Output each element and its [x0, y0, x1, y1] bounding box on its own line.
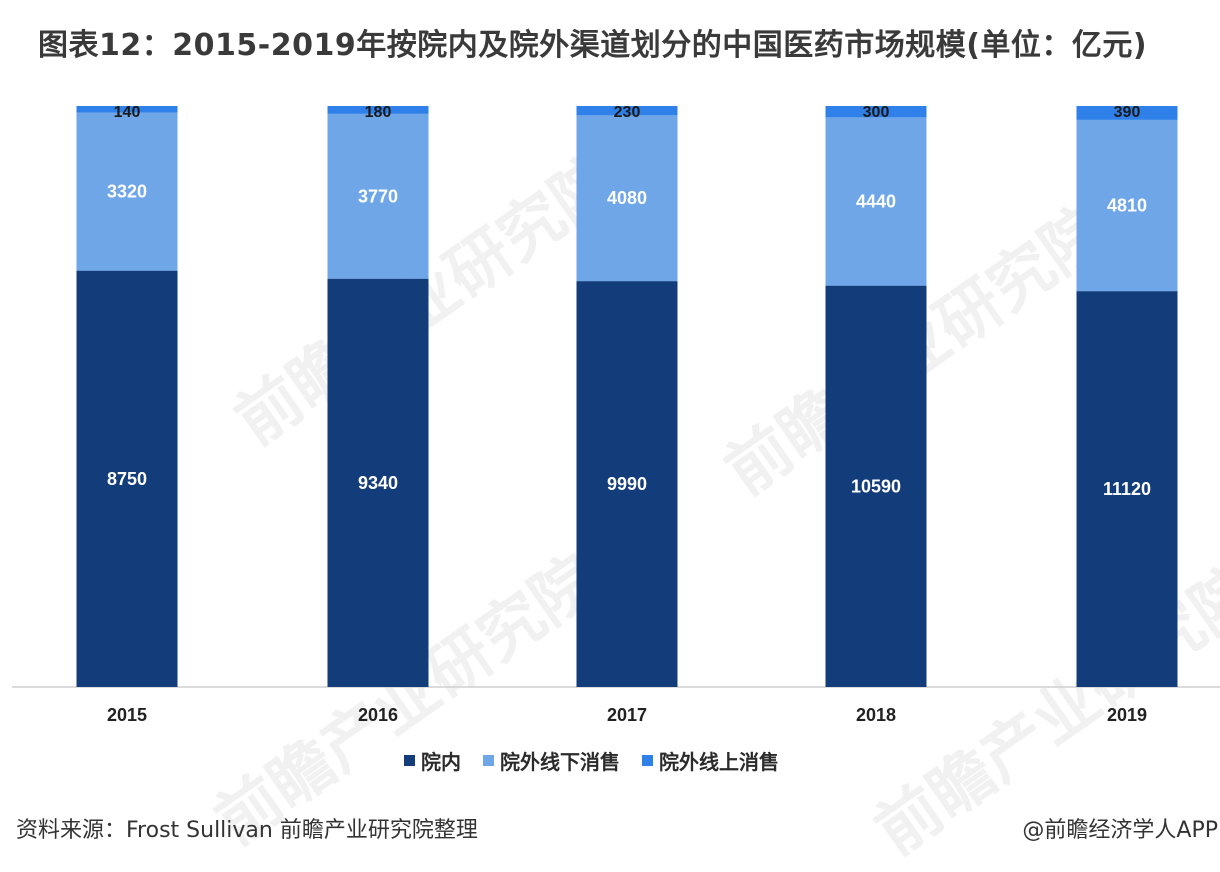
bar-segment [576, 106, 678, 116]
legend-label: 院外线上消售 [659, 750, 779, 774]
credit-note: @前瞻经济学人APP [1022, 818, 1218, 843]
x-tick-label: 2019 [1107, 705, 1147, 725]
data-label: 140 [114, 104, 141, 121]
bar-segment [1076, 291, 1178, 687]
data-label: 4440 [856, 192, 896, 212]
x-tick-label: 2016 [358, 705, 398, 725]
bar-segment [576, 115, 678, 282]
legend-swatch [483, 755, 494, 766]
bar-segment [825, 117, 927, 286]
bar-segment [576, 281, 678, 687]
data-label: 10590 [851, 476, 901, 496]
legend-item-inpatient: 院内 [404, 746, 461, 775]
legend-label: 院外线下消售 [500, 750, 620, 774]
data-label: 9340 [358, 473, 398, 493]
legend-swatch [642, 755, 653, 766]
bar-segment [76, 106, 178, 113]
legend-item-online: 院外线上消售 [642, 746, 779, 775]
data-label: 11120 [1103, 479, 1151, 499]
legend-item-offline: 院外线下消售 [483, 746, 620, 775]
data-label: 3770 [358, 186, 398, 206]
data-label: 4080 [607, 188, 647, 208]
bar-segment [76, 270, 178, 687]
data-label: 230 [614, 104, 641, 121]
chart-title: 图表12：2015-2019年按院内及院外渠道划分的中国医药市场规模(单位：亿元… [38, 28, 1148, 63]
bar-segment [825, 285, 927, 687]
data-label: 390 [1114, 104, 1141, 121]
bar-segment [327, 278, 429, 687]
bar-segment [1076, 119, 1178, 292]
x-tick-label: 2017 [607, 705, 647, 725]
bar-segment [1076, 106, 1178, 120]
data-label: 180 [365, 104, 392, 121]
x-tick-label: 2015 [107, 705, 147, 725]
chart-legend: 院内 院外线下消售 院外线上消售 [404, 746, 779, 775]
bar-segment [327, 113, 429, 279]
data-label: 3320 [107, 182, 147, 202]
bar-segment [825, 106, 927, 118]
data-label: 8750 [107, 469, 147, 489]
stacked-bar-chart: 8750 3320 140 2015 9340 3770 180 2016 9990 4080 23… [12, 104, 1220, 725]
data-label: 4810 [1107, 196, 1147, 216]
data-label: 9990 [607, 474, 647, 494]
bar-segment [76, 112, 178, 271]
legend-swatch [404, 755, 415, 766]
bar-segment [327, 106, 429, 114]
legend-label: 院内 [421, 750, 461, 774]
x-tick-label: 2018 [856, 705, 896, 725]
source-note: 资料来源：Frost Sullivan 前瞻产业研究院整理 [16, 818, 478, 843]
data-label: 300 [863, 104, 890, 121]
